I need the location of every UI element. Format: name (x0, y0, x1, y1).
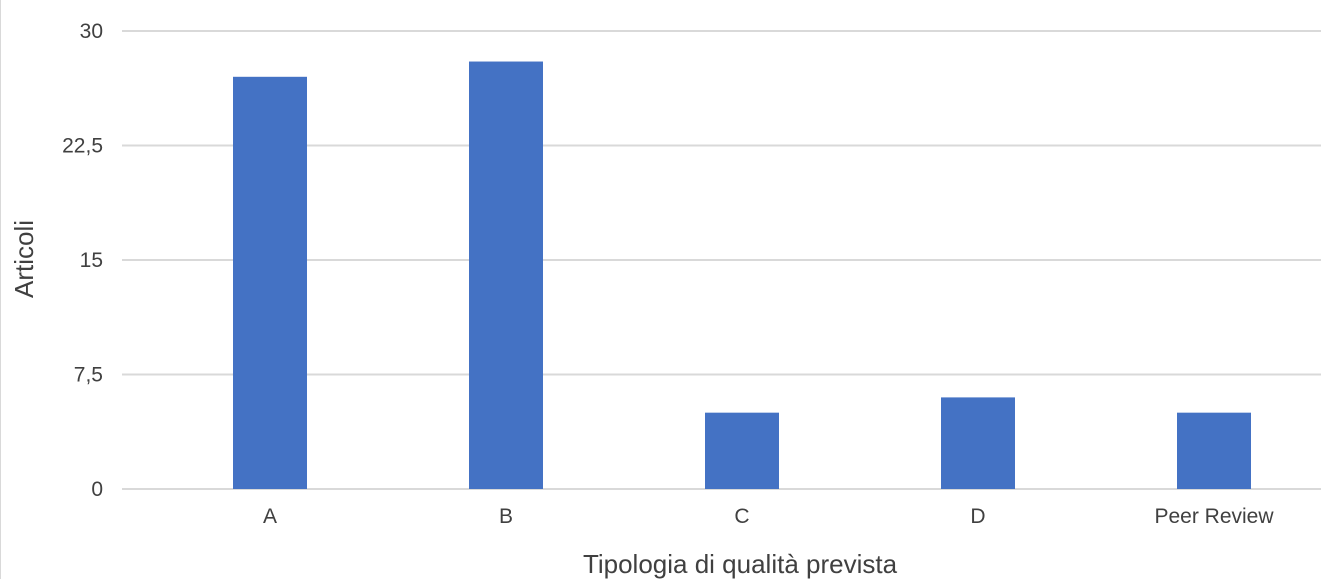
y-tick-label: 22,5 (62, 135, 103, 158)
y-tick-label: 0 (91, 478, 103, 501)
x-tick-label: C (734, 505, 749, 528)
bar-a (233, 76, 307, 490)
bar-c (705, 412, 779, 489)
x-tick-label: B (499, 505, 513, 528)
y-tick-labels: 0 7,5 15 22,5 30 (62, 20, 103, 501)
chart-frame-edge (0, 0, 1, 579)
x-tick-label: Peer Review (1154, 505, 1274, 528)
bar-b (469, 61, 543, 490)
y-tick-label: 7,5 (74, 364, 103, 387)
bars (233, 61, 1251, 490)
y-tick-label: 30 (80, 20, 103, 43)
x-tick-labels: A B C D Peer Review (263, 505, 1274, 528)
bar-peer-review (1177, 412, 1251, 489)
y-axis-title: Articoli (9, 220, 39, 298)
x-tick-label: D (970, 505, 985, 528)
bar-d (941, 397, 1015, 489)
x-axis-title: Tipologia di qualità prevista (583, 549, 898, 579)
y-tick-label: 15 (80, 249, 103, 272)
x-tick-label: A (263, 505, 277, 528)
